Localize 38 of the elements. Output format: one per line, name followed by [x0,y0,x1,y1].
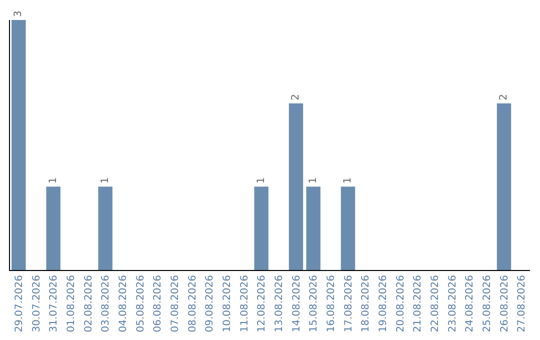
x-tick-label: 03.08.2026 [100,275,112,332]
data-label: 1 [100,177,111,184]
x-tick-label: 13.08.2026 [274,275,285,332]
x-tick-label: 07.08.2026 [170,275,181,332]
x-tick-label: 19.08.2026 [378,275,389,332]
x-tick-label: 30.07.2026 [31,275,42,332]
x-tick-label: 15.08.2026 [308,275,320,332]
x-tick-label: 29.07.2026 [14,275,25,332]
x-tick-label: 18.08.2026 [360,275,372,332]
data-label: 1 [342,177,354,184]
data-label: 1 [48,177,59,184]
x-tick-label: 21.08.2026 [412,275,424,332]
x-tick-label: 08.08.2026 [187,275,198,332]
x-tick-label: 24.08.2026 [464,275,476,332]
x-tick-label: 09.08.2026 [204,275,216,332]
x-tick-label: 27.08.2026 [516,275,528,332]
data-label: 1 [256,177,267,184]
x-tick-label: 10.08.2026 [222,275,233,332]
x-tick-label: 01.08.2026 [66,275,77,332]
x-tick-label: 25.08.2026 [482,275,493,332]
x-tick-label: 20.08.2026 [395,275,406,332]
data-label: 2 [498,94,510,100]
x-tick-label: 16.08.2026 [326,275,337,332]
x-tick-label: 17.08.2026 [343,275,354,332]
x-tick-label: 11.08.2026 [239,275,250,332]
x-tick-label: 14.08.2026 [291,275,302,332]
x-tick-label: 05.08.2026 [135,275,146,332]
x-tick-label: 22.08.2026 [430,275,441,332]
x-tick-label: 26.08.2026 [499,275,510,332]
x-tick-label: 12.08.2026 [256,275,268,332]
x-tick-label: 06.08.2026 [152,275,164,332]
x-tick-label: 04.08.2026 [118,275,129,332]
x-tick-label: 02.08.2026 [83,275,94,332]
data-label: 2 [290,94,302,100]
data-label: 1 [308,177,319,184]
x-tick-label: 23.08.2026 [447,275,458,332]
x-tick-label: 31.07.2026 [48,275,60,332]
data-label: 3 [13,10,24,17]
